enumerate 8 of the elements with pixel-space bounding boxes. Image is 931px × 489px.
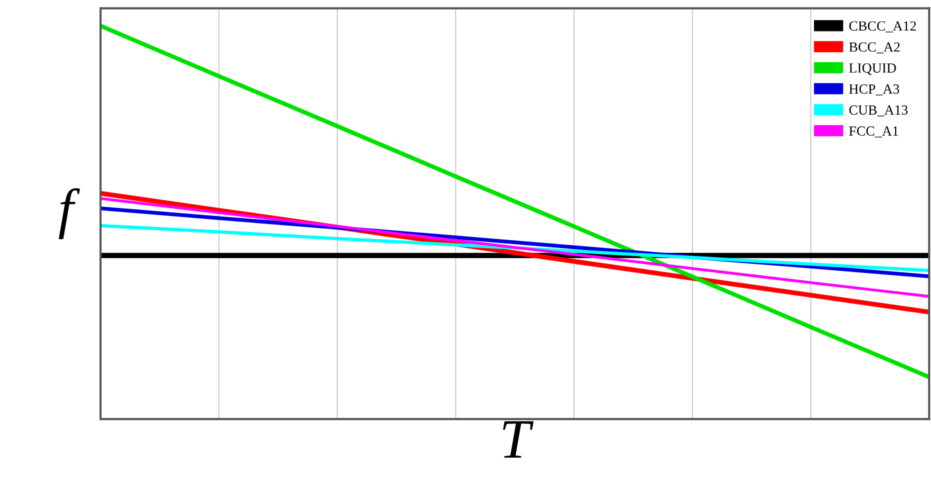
- y-axis-title: f: [58, 188, 80, 240]
- legend-label: HCP_A3: [849, 84, 900, 96]
- legend-label: CUB_A13: [849, 105, 908, 116]
- legend-label: LIQUID: [849, 63, 896, 75]
- legend-label: CBCC_A12: [849, 21, 916, 32]
- legend-label: FCC_A1: [849, 126, 898, 138]
- x-axis-title: T: [503, 421, 534, 458]
- legend-label: BCC_A2: [849, 42, 900, 54]
